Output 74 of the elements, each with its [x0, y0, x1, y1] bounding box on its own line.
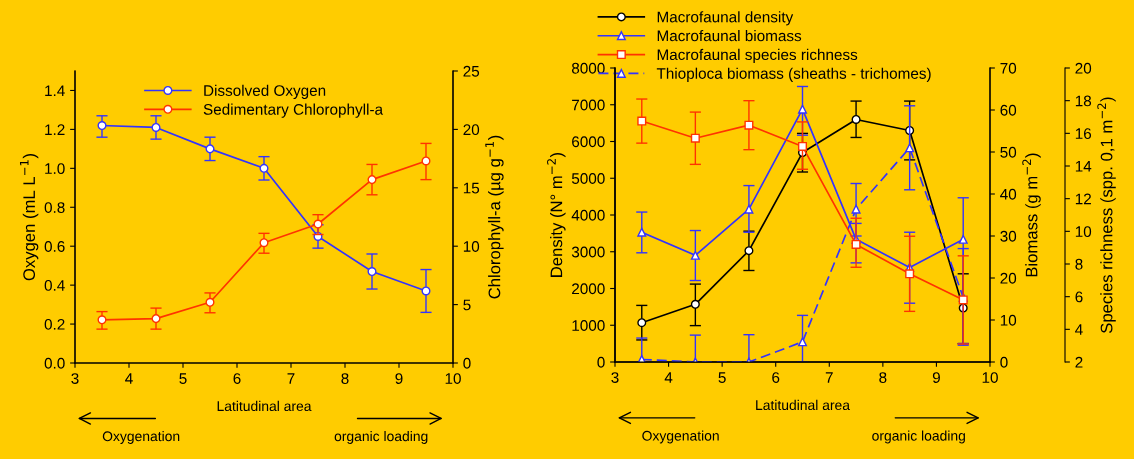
y-tick-label: 0.6 — [44, 241, 65, 252]
y-tick-label: 1.0 — [45, 163, 65, 175]
y-tick-label: 4000 — [571, 209, 605, 221]
y-tick-label: 0.4 — [44, 280, 65, 291]
x-tick-label: 5 — [179, 373, 187, 384]
y2-tick-label: 0 — [1000, 356, 1008, 368]
y-tick-label: 0.0 — [44, 357, 65, 369]
y3-tick-label: 2 — [1075, 356, 1083, 368]
legend-label: Dissolved Oxygen — [204, 84, 326, 99]
y2-tick-label: 30 — [1000, 230, 1017, 242]
y2-tick-label: 25 — [463, 65, 480, 77]
text: Oxygenation — [642, 430, 719, 444]
y2-tick-label: 10 — [1000, 314, 1017, 326]
y2-tick-label: 50 — [1000, 146, 1017, 158]
x-tick-label: 9 — [932, 372, 940, 383]
y2-tick-label: 70 — [1000, 62, 1017, 74]
x-tick-label: 7 — [825, 372, 833, 383]
x-axis-title: Latitudinal area — [756, 399, 850, 411]
x-axis-title: Latitudinal area — [217, 400, 312, 412]
y-tick-label: 8000 — [571, 62, 605, 74]
x-tick-label: 3 — [71, 373, 79, 384]
y2-tick-label: 60 — [1000, 104, 1017, 116]
text: Oxygenation — [102, 430, 180, 444]
x-tick-label: 5 — [718, 372, 726, 383]
x-tick-label: 8 — [341, 373, 349, 384]
y2-axis-title: Chlorophyll-a (µg g$^{−1}$) — [485, 135, 504, 299]
legend-label: Macrofaunal species richness — [657, 48, 858, 64]
x-tick-label: 3 — [611, 372, 619, 383]
y2-tick-label: 40 — [1000, 188, 1017, 200]
y3-tick-label: 4 — [1075, 324, 1083, 335]
legend-label: Thioploca biomass (sheaths - trichomes) — [656, 67, 931, 82]
y-tick-label: 5000 — [571, 173, 605, 184]
y-tick-label: 1000 — [572, 320, 605, 331]
y2-tick-label: 10 — [463, 241, 480, 252]
x-tick-label: 6 — [772, 372, 780, 383]
y2-tick-label: 20 — [463, 124, 480, 136]
legend-label: Macrofaunal biomass — [657, 30, 802, 42]
y2-axis-title: Biomass (g m$^{−2}$) — [1022, 153, 1041, 277]
x-tick-label: 7 — [287, 373, 295, 384]
y-axis-title: Oxygen (mL L$^{−1}$) — [19, 154, 39, 281]
legend-label: Macrofaunal density — [657, 11, 794, 26]
x-tick-label: 4 — [125, 373, 133, 384]
y-tick-label: 7000 — [572, 99, 605, 111]
y-tick-label: 2000 — [572, 283, 605, 295]
y-tick-label: 1.4 — [45, 85, 65, 96]
y3-tick-label: 16 — [1075, 128, 1092, 140]
y2-tick-label: 0 — [463, 357, 471, 369]
y3-tick-label: 18 — [1075, 95, 1092, 107]
y3-tick-label: 20 — [1075, 62, 1092, 74]
text: organic loading — [872, 430, 965, 444]
y3-tick-label: 14 — [1075, 161, 1092, 172]
y-tick-label: 1.2 — [45, 124, 65, 135]
y3-tick-label: 12 — [1075, 193, 1091, 205]
x-tick-label: 10 — [982, 372, 998, 383]
y2-tick-label: 20 — [1000, 272, 1017, 284]
text: organic loading — [334, 430, 428, 444]
x-tick-label: 10 — [445, 373, 461, 384]
y3-tick-label: 10 — [1075, 226, 1092, 238]
x-tick-label: 8 — [879, 372, 887, 383]
y-axis-title: Density (N° m$^{−2}$) — [547, 152, 566, 277]
y-tick-label: 0.2 — [44, 318, 65, 330]
y3-tick-label: 6 — [1075, 291, 1083, 303]
y-tick-label: 0 — [597, 356, 605, 368]
y2-tick-label: 15 — [463, 182, 480, 194]
y2-tick-label: 5 — [463, 299, 471, 311]
x-tick-label: 6 — [233, 373, 241, 384]
y-tick-label: 3000 — [571, 246, 605, 258]
x-tick-label: 9 — [395, 373, 403, 384]
y3-tick-label: 8 — [1075, 258, 1083, 270]
legend-label: Sedimentary Chlorophyll-a — [203, 103, 384, 118]
y-tick-label: 6000 — [572, 136, 605, 148]
x-tick-label: 4 — [664, 372, 673, 383]
y3-axis-title: Species richness (spp. 0,1 m$^{−2}$) — [1097, 97, 1116, 333]
y-tick-label: 0.8 — [44, 202, 65, 213]
